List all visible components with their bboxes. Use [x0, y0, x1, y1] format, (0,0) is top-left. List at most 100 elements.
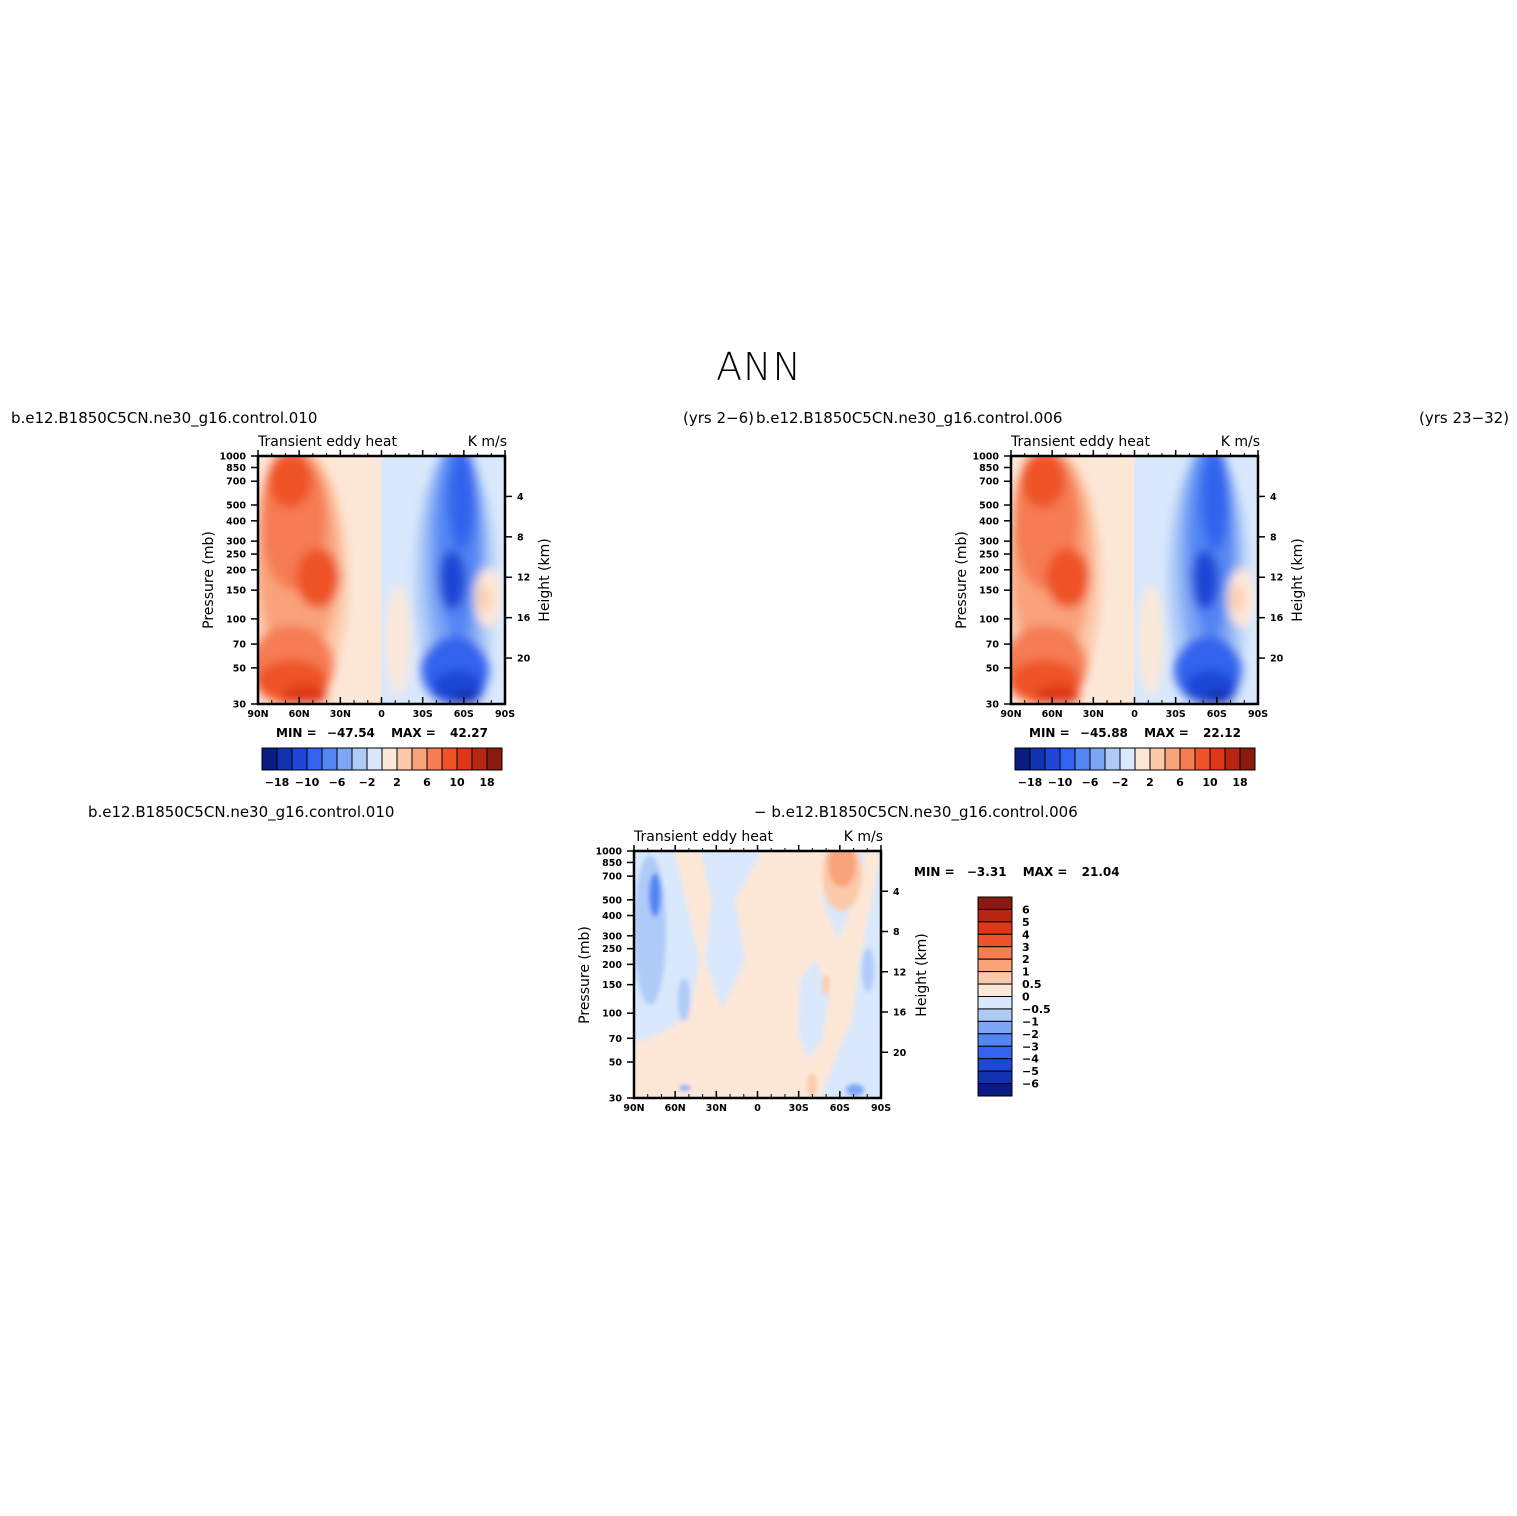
colorbar-label: −6: [1022, 1078, 1039, 1091]
panel-1-ylabel: Pressure (mb): [201, 531, 217, 629]
y-tick-label: 500: [226, 501, 246, 512]
colorbar-label: −3: [1022, 1040, 1039, 1053]
x-tick-label: 90S: [871, 1103, 891, 1114]
colorbar-swatch: [977, 921, 1013, 935]
x-tick-label: 30S: [789, 1103, 809, 1114]
panel-2-min-label: MIN =: [1029, 726, 1070, 740]
colorbar-swatch: [1134, 747, 1151, 771]
y-tick-label: 150: [979, 586, 999, 597]
x-tick-label: 60S: [454, 709, 474, 720]
colorbar-label: 4: [1022, 928, 1030, 941]
colorbar-label: −6: [329, 776, 346, 789]
y-tick-label: 850: [602, 858, 622, 869]
colorbar-swatch: [1104, 747, 1121, 771]
panel-2-ylabel-right: Height (km): [1290, 538, 1306, 621]
panel-1-axes: 90N 60N 30N 0 30S 60S 90S 30 50 70 100 150 200 250 300…: [220, 450, 531, 720]
colorbar-label: 2: [1146, 776, 1154, 789]
colorbar-label: 3: [1022, 941, 1030, 954]
colorbar-swatch: [1224, 747, 1241, 771]
y-tick-label: 300: [226, 537, 246, 548]
panel-1-contour-field: [258, 456, 505, 704]
y-tick-label: 100: [226, 614, 246, 625]
colorbar-label: 10: [449, 776, 465, 789]
colorbar-label: −18: [265, 776, 290, 789]
colorbar-label: −4: [1022, 1053, 1039, 1066]
y-tick-label: 700: [602, 872, 622, 883]
colorbar-swatch: [1014, 747, 1031, 771]
y-tick-label: 500: [979, 501, 999, 512]
y-tick-label: 50: [233, 663, 247, 674]
panel-1-max-value: 42.27: [450, 726, 488, 740]
colorbar-label: 10: [1202, 776, 1218, 789]
panel-1-max-label: MAX =: [391, 726, 436, 740]
colorbar-swatch: [1044, 747, 1061, 771]
panel-2-units: K m/s: [1221, 434, 1260, 450]
y-tick-label: 700: [979, 477, 999, 488]
panel-3-max-value: 21.04: [1082, 865, 1120, 879]
colorbar-swatch: [456, 747, 473, 771]
y-tick-label: 250: [226, 550, 246, 561]
colorbar-label: −2: [1112, 776, 1129, 789]
y-tick-label: 300: [602, 931, 622, 942]
y-tick-label: 500: [602, 895, 622, 906]
colorbar-swatch: [977, 1070, 1013, 1085]
colorbar-swatch: [977, 933, 1013, 948]
panel-3-max-label: MAX =: [1023, 865, 1068, 879]
x-tick-label: 90N: [247, 709, 268, 720]
colorbar-label: 18: [1232, 776, 1247, 789]
colorbar-swatch: [276, 747, 293, 771]
x-tick-label: 90N: [1000, 709, 1021, 720]
height-tick-label: 8: [1270, 532, 1277, 543]
panel-1-min-label: MIN =: [276, 726, 317, 740]
panel-3-stats: MIN = −3.31 MAX = 21.04: [914, 865, 1120, 879]
panel-3: b.e12.B1850C5CN.ne30_g16.control.010 − b…: [88, 803, 1120, 1114]
colorbar-label: 2: [393, 776, 401, 789]
panel-1: b.e12.B1850C5CN.ne30_g16.control.010 (yr…: [11, 409, 754, 789]
colorbar-label: 5: [1022, 916, 1030, 929]
colorbar-label: −0.5: [1022, 1003, 1051, 1016]
colorbar-swatch: [977, 1020, 1013, 1035]
colorbar-label: −18: [1018, 776, 1043, 789]
y-tick-label: 150: [226, 586, 246, 597]
y-tick-label: 850: [226, 463, 246, 474]
panel-2-left-string: Transient eddy heat: [1010, 434, 1150, 450]
panel-2-colorbar: −18 −10 −6 −2 2 6 10 18: [1014, 747, 1256, 789]
y-tick-label: 50: [986, 663, 1000, 674]
colorbar-swatch: [977, 1045, 1013, 1060]
panel-1-colorbar: −18 −10 −6 −2 2 6 10 18: [261, 747, 503, 789]
x-tick-label: 60S: [830, 1103, 850, 1114]
height-tick-label: 16: [893, 1008, 907, 1019]
height-tick-label: 20: [893, 1048, 907, 1059]
y-tick-label: 300: [979, 537, 999, 548]
colorbar-swatch: [306, 747, 323, 771]
y-tick-label: 400: [979, 516, 999, 527]
colorbar-swatch: [336, 747, 353, 771]
y-tick-label: 250: [602, 944, 622, 955]
colorbar-swatch: [1029, 747, 1046, 771]
panel-2-years-label: (yrs 23−32): [1419, 409, 1509, 427]
colorbar-swatch: [261, 747, 278, 771]
height-tick-label: 4: [893, 887, 900, 898]
colorbar-label: −2: [1022, 1028, 1039, 1041]
y-tick-label: 30: [233, 700, 247, 711]
colorbar-label: −6: [1082, 776, 1099, 789]
height-tick-label: 20: [1270, 654, 1284, 665]
panel-1-case-label: b.e12.B1850C5CN.ne30_g16.control.010: [11, 409, 317, 428]
panel-3-left-string: Transient eddy heat: [633, 829, 773, 845]
panel-1-min-value: −47.54: [327, 726, 375, 740]
panel-2-max-value: 22.12: [1203, 726, 1241, 740]
colorbar-swatch: [1209, 747, 1226, 771]
colorbar-swatch: [321, 747, 338, 771]
colorbar-label: 2: [1022, 953, 1030, 966]
height-tick-label: 16: [1270, 613, 1284, 624]
colorbar-swatch: [1164, 747, 1181, 771]
panel-1-units: K m/s: [468, 434, 507, 450]
y-tick-label: 1000: [220, 452, 247, 463]
y-tick-label: 150: [602, 980, 622, 991]
height-tick-label: 16: [517, 613, 531, 624]
colorbar-swatch: [471, 747, 488, 771]
x-tick-label: 30N: [706, 1103, 727, 1114]
panel-2-max-label: MAX =: [1144, 726, 1189, 740]
